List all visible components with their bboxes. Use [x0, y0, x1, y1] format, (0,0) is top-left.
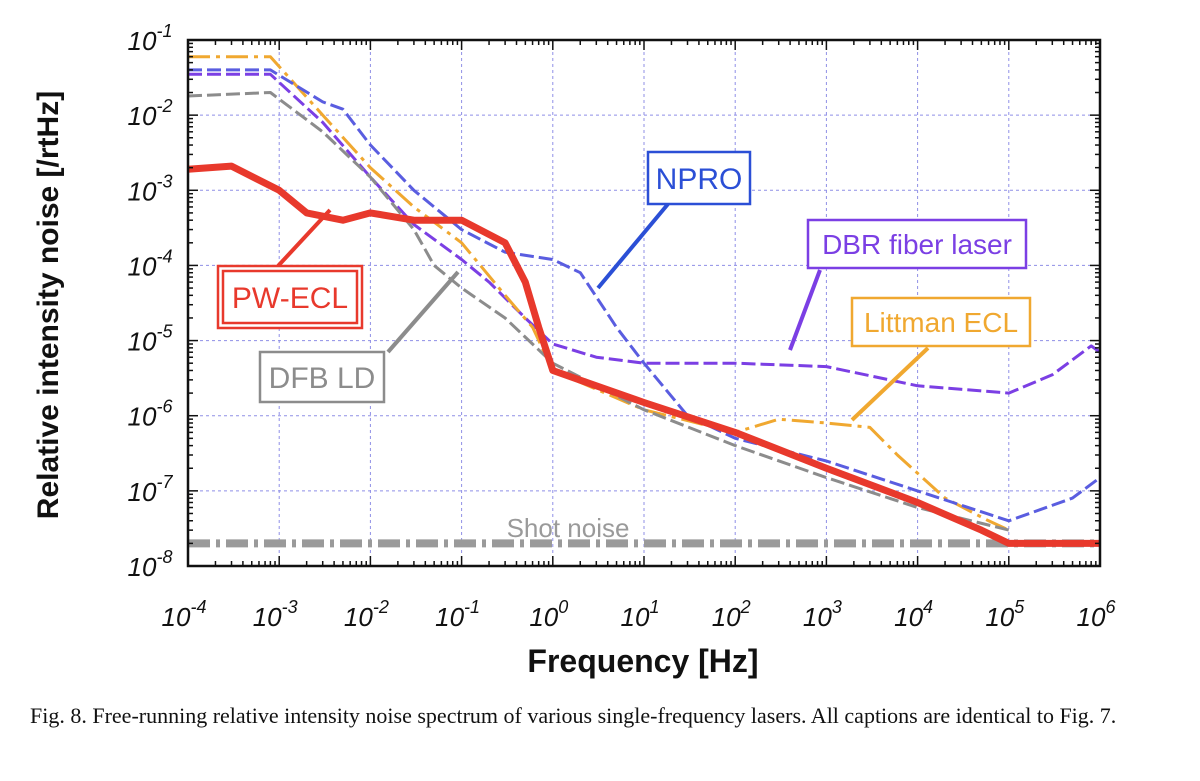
x-tick-label: 104 [894, 597, 933, 632]
y-tick-label: 10-1 [128, 21, 173, 56]
x-tick-label-exponent: 6 [1105, 597, 1116, 617]
x-tick-label-base: 10 [985, 602, 1014, 632]
rin-spectrum-chart: 10-4 10-3 10-2 10-1 100 101 102 103 104 105 10610-… [32, 21, 1117, 679]
x-tick-label-exponent: -1 [464, 597, 480, 617]
y-tick-label-base: 10 [128, 327, 157, 357]
y-tick-label-base: 10 [128, 402, 157, 432]
x-tick-label-base: 10 [621, 602, 650, 632]
y-tick-label-base: 10 [128, 101, 157, 131]
y-tick-label-exponent: -3 [156, 171, 172, 191]
x-tick-label: 103 [803, 597, 842, 632]
series-line-pw-ecl [187, 162, 1100, 547]
y-tick-label: 10-6 [128, 397, 174, 432]
y-tick-label-base: 10 [128, 552, 157, 582]
y-tick-label-base: 10 [128, 251, 157, 281]
y-tick-label: 10-2 [128, 96, 173, 131]
x-tick-label-exponent: 3 [832, 597, 842, 617]
y-tick-label-exponent: -8 [156, 547, 172, 567]
x-tick-label-exponent: -3 [282, 597, 298, 617]
annotation-npro-box [646, 150, 752, 206]
annotation-littman-ecl-leader [850, 346, 930, 422]
annotation-npro-label: NPRO [656, 163, 743, 196]
y-tick-label: 10-3 [128, 171, 173, 206]
annotation-dbr-fiber-laser-label: DBR fiber laser [822, 229, 1012, 260]
annotations: NPRO DBR fiber laser Littman ECL PW-ECL DFB … [216, 150, 1032, 543]
y-tick-label: 10-4 [128, 246, 173, 281]
x-tick-label-base: 10 [435, 602, 464, 632]
x-tick-label-exponent: 0 [558, 597, 568, 617]
annotation-pw-ecl-inner-box [221, 269, 359, 325]
x-tick-label-exponent: 5 [1014, 597, 1025, 617]
x-tick-label-base: 10 [712, 602, 741, 632]
x-tick-label-base: 10 [894, 602, 923, 632]
annotation-shot-noise-label: Shot noise [507, 513, 630, 543]
x-tick-label-exponent: -2 [373, 597, 389, 617]
x-tick-label-base: 10 [1077, 602, 1106, 632]
y-tick-label-exponent: -5 [156, 322, 173, 342]
x-tick-label-exponent: 1 [649, 597, 659, 617]
y-tick-label-exponent: -6 [156, 397, 173, 417]
annotation-dfb-ld-label: DFB LD [269, 362, 376, 395]
y-tick-label-exponent: -2 [156, 96, 172, 116]
plot-frame [186, 38, 1102, 568]
series-lines [187, 55, 1101, 548]
y-tick-label-base: 10 [128, 477, 157, 507]
x-tick-label-exponent: 4 [923, 597, 933, 617]
y-tick-label-base: 10 [128, 26, 157, 56]
y-tick-label-exponent: -7 [156, 472, 173, 492]
y-tick-label-base: 10 [128, 176, 157, 206]
x-tick-label-base: 10 [529, 602, 558, 632]
x-tick-label: 100 [529, 597, 568, 632]
annotation-dfb-ld-leader [386, 270, 460, 354]
annotation-littman-ecl-label: Littman ECL [864, 307, 1018, 338]
annotation-dbr-fiber-laser-leader [788, 269, 822, 351]
x-axis-label: Frequency [Hz] [527, 643, 758, 679]
y-tick-label: 10-8 [128, 547, 173, 582]
series-line-dfb-ld [187, 91, 1010, 532]
series-line-littman-ecl [188, 55, 1010, 532]
x-tick-label-exponent: 2 [740, 597, 751, 617]
x-tick-label: 10-2 [344, 597, 389, 632]
x-tick-label-base: 10 [344, 602, 373, 632]
x-tick-label: 10-4 [162, 597, 207, 632]
x-tick-label-base: 10 [803, 602, 832, 632]
y-tick-label: 10-7 [128, 472, 174, 507]
y-tick-label-exponent: -4 [156, 246, 172, 266]
tick-labels: 10-4 10-3 10-2 10-1 100 101 102 103 104 105 10610-… [128, 21, 1117, 632]
annotation-pw-ecl-label: PW-ECL [232, 282, 348, 315]
annotation-dfb-ld-box [258, 350, 386, 404]
y-tick-label: 10-5 [128, 322, 174, 357]
x-tick-label: 105 [985, 597, 1025, 632]
x-tick-label: 102 [712, 597, 751, 632]
x-tick-label-base: 10 [253, 602, 282, 632]
y-tick-label-exponent: -1 [156, 21, 172, 41]
x-tick-label: 10-1 [435, 597, 480, 632]
x-tick-label-exponent: -4 [190, 597, 206, 617]
x-tick-label: 106 [1077, 597, 1117, 632]
x-tick-label: 101 [621, 597, 660, 632]
annotation-littman-ecl-box [850, 296, 1032, 348]
series-line-npro [188, 68, 1101, 523]
annotation-npro-leader [596, 202, 670, 290]
y-axis-label: Relative intensity noise [/rtHz] [32, 91, 65, 519]
annotation-dbr-fiber-laser-box [806, 218, 1028, 270]
figure-caption: Fig. 8. Free-running relative intensity … [30, 703, 1117, 728]
annotation-pw-ecl-leader [276, 208, 332, 268]
x-tick-label-base: 10 [162, 602, 191, 632]
x-tick-label: 10-3 [253, 597, 298, 632]
annotation-pw-ecl-box [216, 264, 364, 330]
